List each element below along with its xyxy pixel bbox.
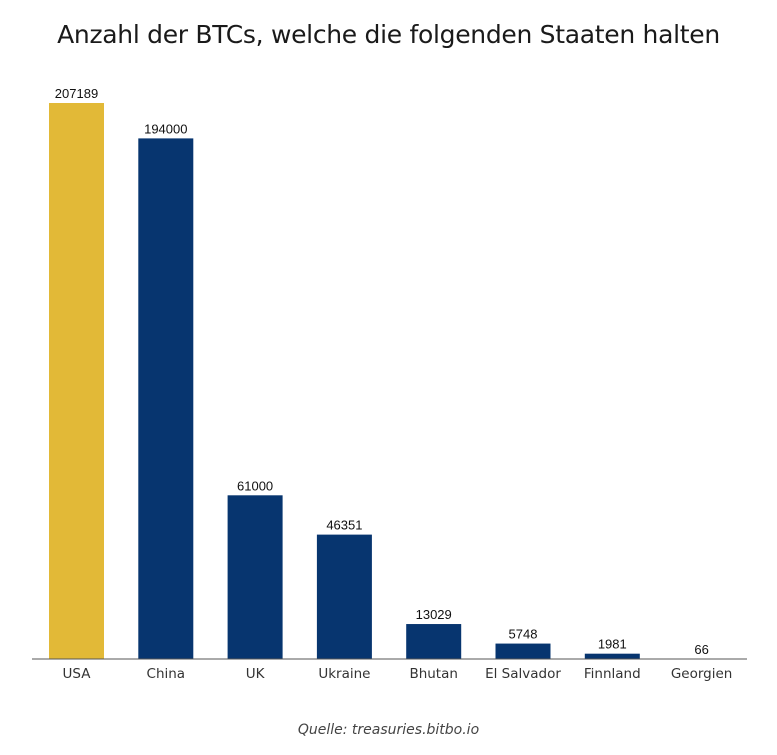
bar-uk bbox=[227, 495, 283, 659]
bar-ukraine bbox=[316, 534, 372, 659]
bar-china bbox=[138, 138, 194, 660]
bar-finnland bbox=[584, 653, 640, 659]
x-tick-label-georgien: Georgien bbox=[671, 666, 733, 682]
bar-el-salvador bbox=[495, 643, 551, 659]
x-tick-label-usa: USA bbox=[63, 666, 92, 682]
value-label-usa: 207189 bbox=[55, 86, 98, 101]
x-tick-label-uk: UK bbox=[246, 666, 266, 682]
x-tick-label-china: China bbox=[147, 666, 186, 682]
bar-usa bbox=[49, 103, 104, 659]
value-label-georgien: 66 bbox=[694, 642, 708, 657]
chart-title: Anzahl der BTCs, welche die folgenden St… bbox=[57, 20, 720, 49]
value-label-el-salvador: 5748 bbox=[509, 627, 538, 642]
value-labels-group: 207189 194000 61000 46351 13029 5748 1981 66 bbox=[55, 86, 709, 657]
value-label-uk: 61000 bbox=[237, 478, 273, 493]
x-tick-label-finnland: Finnland bbox=[584, 666, 641, 682]
x-tick-label-ukraine: Ukraine bbox=[318, 666, 370, 682]
value-label-ukraine: 46351 bbox=[326, 518, 362, 533]
bar-bhutan bbox=[406, 624, 462, 659]
value-label-china: 194000 bbox=[144, 121, 187, 136]
value-label-finnland: 1981 bbox=[598, 637, 627, 652]
x-tick-labels-group: USA China UK Ukraine Bhutan El Salvador Finnla… bbox=[63, 666, 733, 682]
x-tick-label-el-salvador: El Salvador bbox=[485, 666, 561, 682]
x-tick-label-bhutan: Bhutan bbox=[409, 666, 458, 682]
bars-group bbox=[49, 103, 730, 660]
value-label-bhutan: 13029 bbox=[416, 607, 452, 622]
source-note: Quelle: treasuries.bitbo.io bbox=[297, 722, 480, 738]
